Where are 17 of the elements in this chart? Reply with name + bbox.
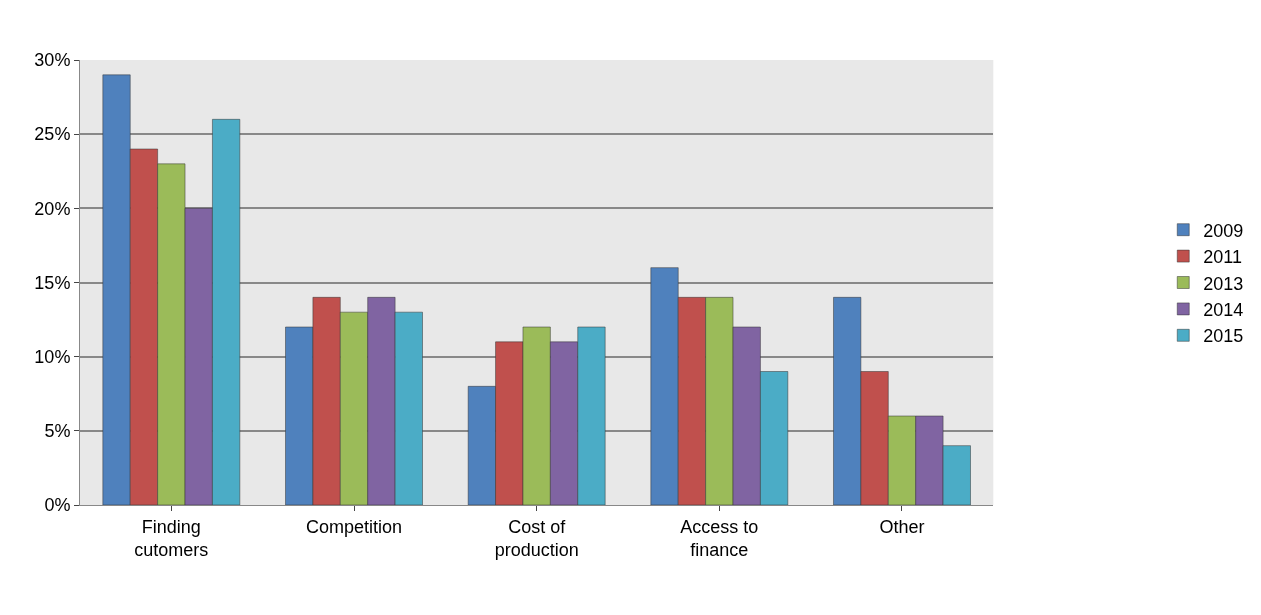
legend-label: 2015	[1203, 326, 1244, 347]
y-tick-label: 20%	[34, 198, 71, 219]
y-tick-label: 0%	[44, 495, 71, 516]
y-tick-label: 15%	[34, 272, 71, 293]
x-tick-label: Access to finance	[680, 516, 759, 560]
y-tick-label: 30%	[34, 50, 71, 71]
x-tick-label: Other	[879, 516, 925, 537]
legend-label: 2014	[1203, 299, 1244, 320]
x-tick-label: Finding cutomers	[134, 516, 209, 560]
x-tick-label: Competition	[305, 516, 403, 537]
legend-label: 2013	[1203, 273, 1244, 294]
legend-label: 2009	[1203, 220, 1244, 241]
y-tick-label: 5%	[44, 421, 71, 442]
legend-label: 2011	[1203, 247, 1242, 268]
y-tick-label: 25%	[34, 124, 71, 145]
y-tick-label: 10%	[34, 346, 71, 367]
x-tick-label: Cost of production	[494, 516, 579, 560]
